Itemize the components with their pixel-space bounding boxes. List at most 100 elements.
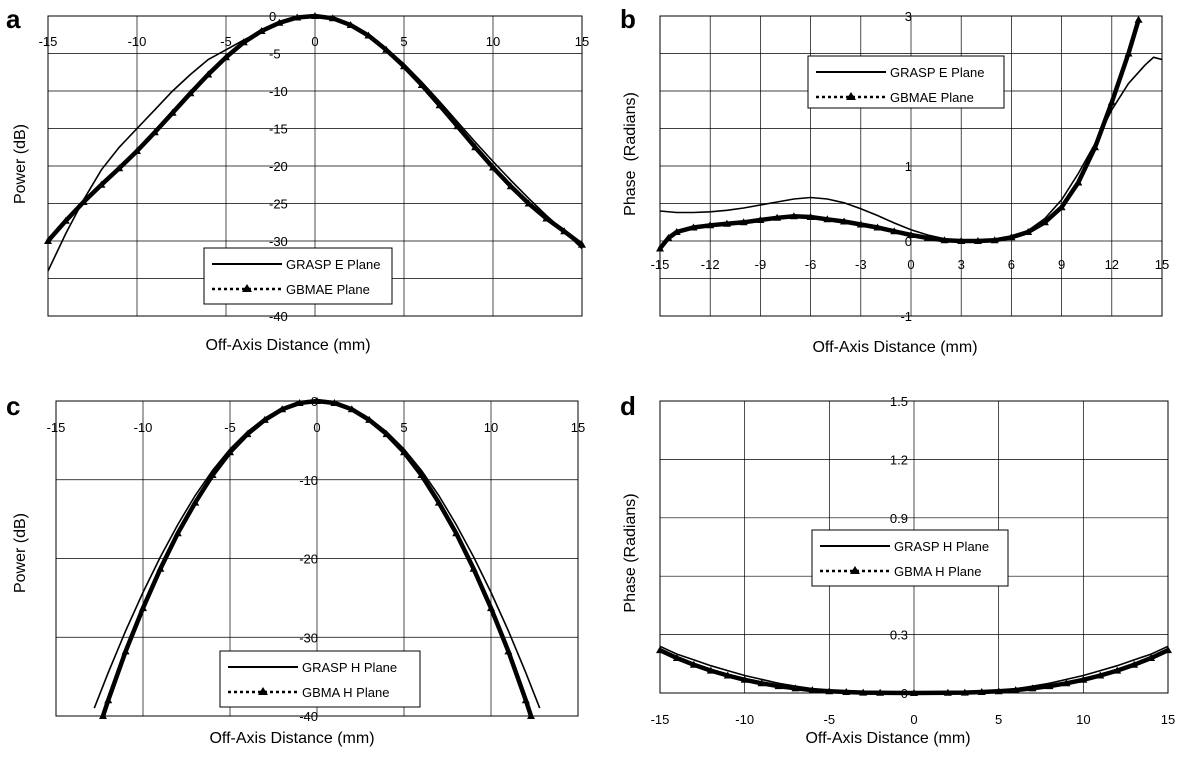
series-marker [560,227,569,235]
series-marker [328,14,337,22]
x-tick-label: 10 [484,420,498,435]
y-axis-label: Phase (Radians) [622,92,639,216]
x-tick-label: -15 [651,257,670,272]
series-marker [740,675,749,683]
series-marker [168,108,177,116]
legend-label: GBMAE Plane [890,90,974,105]
x-tick-label: 5 [400,34,407,49]
y-axis-label: Power (dB) [12,123,29,205]
y-tick-label: -25 [269,197,288,212]
y-tick-label: -40 [299,709,318,724]
series-marker [723,671,732,679]
legend-swatch-marker [242,284,252,292]
series-marker [664,234,673,241]
series-marker [139,604,147,612]
series-marker [722,219,731,227]
series-marker [977,688,986,696]
series-marker [435,101,444,109]
series-marker [1045,682,1054,690]
y-tick-label: -30 [269,234,288,249]
series-marker [133,147,141,154]
legend: GRASP E Plane GBMAE Plane [807,55,1005,109]
x-tick-label: -6 [805,257,817,272]
series-marker [1040,218,1049,226]
legend-label: GBMAE Plane [286,282,370,297]
y-tick-label: -30 [299,630,318,645]
x-tick-label: 15 [575,34,589,49]
series-marker [773,213,782,221]
series-marker [204,70,213,78]
series-marker [1164,646,1172,654]
series-marker [542,214,551,222]
series-marker [957,237,966,244]
series-marker [656,244,664,252]
series-marker [295,399,304,407]
y-tick-label: 1.5 [890,394,908,409]
panel-b: b -15 -12 -9 -6 -3 0 3 6 9 12 15 3 1 0 -1 GRASP E Plane… [590,0,1179,379]
series-marker [260,415,269,423]
y-tick-label: 1 [905,159,912,174]
series-marker [506,182,515,190]
series-marker [115,164,124,172]
series-marker [1057,203,1066,211]
series-marker [239,38,248,46]
series-marker [400,62,408,70]
series-marker [417,81,426,88]
y-tick-label: 0.9 [890,511,908,526]
series-marker [434,498,443,506]
series-marker [527,712,536,719]
series-marker [44,237,52,244]
x-tick-label: 10 [1076,712,1090,727]
series-marker [97,180,106,188]
x-tick-label: -15 [47,420,66,435]
series-marker [104,696,113,704]
legend-swatch-marker [846,92,856,100]
x-tick-label: 15 [571,420,585,435]
series-marker [808,686,817,694]
series-marker [756,216,765,223]
series-marker [757,679,766,687]
series-marker [278,405,287,413]
series-marker [1011,686,1020,694]
series-marker [417,471,426,479]
series-marker [876,688,885,696]
y-tick-label: 0.3 [890,628,908,643]
legend-label: GBMA H Plane [894,564,981,579]
y-tick-label: -20 [299,552,318,567]
series-marker [923,234,932,241]
series-marker [1007,233,1016,241]
series-marker [222,53,230,61]
x-tick-label: 3 [958,257,965,272]
series-marker [990,236,999,244]
series-marker [806,213,815,220]
series-marker [656,646,664,654]
x-tick-label: -3 [855,257,867,272]
legend: GRASP E Plane GBMAE Plane [203,247,393,305]
x-tick-label: 15 [1155,257,1169,272]
series-marker [910,689,918,696]
y-tick-label: 0 [905,234,912,249]
series-marker [150,128,159,136]
series-marker [524,199,533,207]
series-marker [823,215,832,223]
x-tick-label: 0 [313,420,320,435]
series-marker [313,397,321,404]
legend: GRASP H Plane GBMA H Plane [219,650,421,708]
series-marker [689,223,698,231]
legend-swatch-marker [850,566,860,574]
series-marker [706,221,715,229]
x-tick-label: -5 [824,712,836,727]
legend-label: GRASP H Plane [302,660,397,675]
chart-plot: -15 -10 -5 0 5 10 15 0 -5 -10 -15 -20 -25 -30 -40 GRASP… [39,9,590,324]
series-marker [890,227,899,235]
series-marker [521,696,530,704]
series-marker [1107,98,1116,106]
y-tick-label: 0 [269,9,276,24]
series-marker [382,45,391,53]
series-marker [856,220,865,228]
x-tick-label: -9 [755,257,767,272]
series-marker [994,687,1003,695]
x-tick-label: 0 [311,34,318,49]
series-marker [940,236,949,244]
